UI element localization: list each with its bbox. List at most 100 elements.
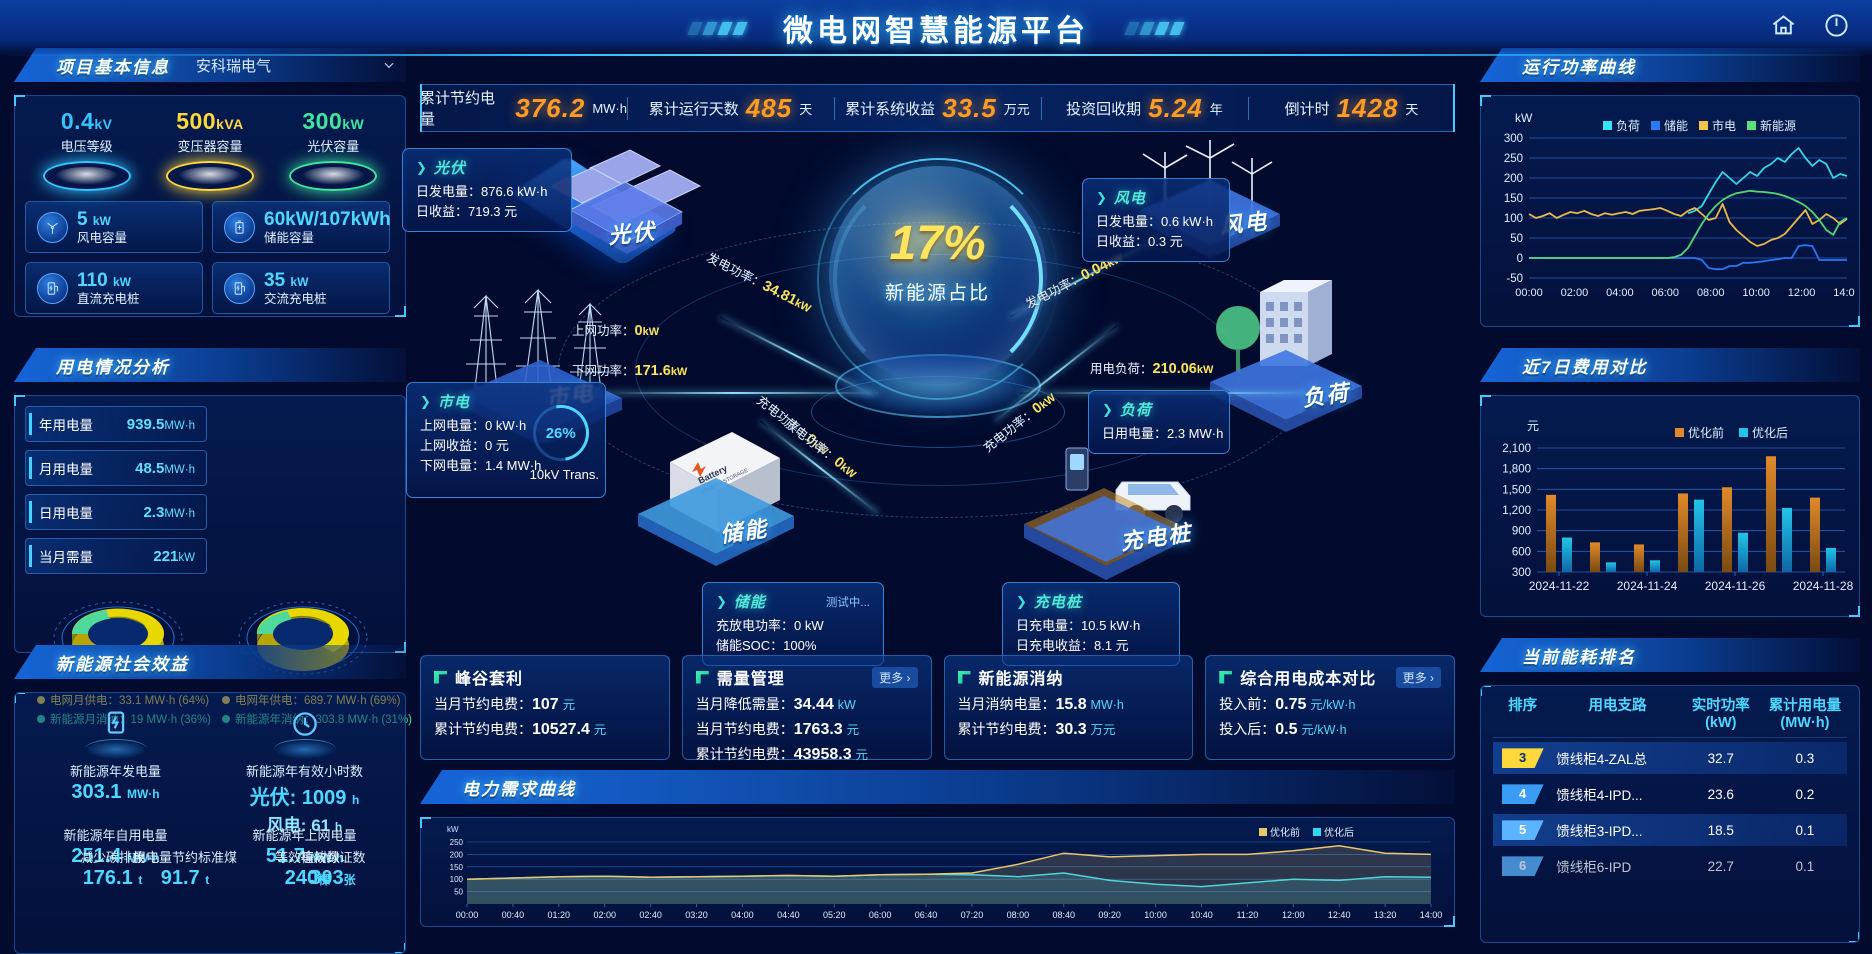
infocard-charger[interactable]: ❯ 充电桩 日充电量：10.5 kW·h 日充电收益：8.1 元	[1002, 582, 1180, 666]
unit: t	[205, 873, 210, 887]
table-row[interactable]: 6 馈线柜6-IPD 22.7 0.1	[1493, 850, 1847, 882]
transformer-label: 10kV Trans.	[529, 467, 599, 482]
value: 30.3	[1055, 721, 1087, 738]
node-storage[interactable]: Battery ENERGY STORAGE 储能	[620, 410, 810, 575]
table-row[interactable]: 5 馈线柜3-IPD... 18.5 0.1	[1493, 814, 1847, 847]
infocard-wind[interactable]: ❯ 风电 日发电量：0.6 kW·h 日收益：0.3 元	[1082, 178, 1230, 262]
kpi-running-days: 累计运行天数 485 天	[627, 93, 834, 124]
status-badge: 测试中...	[825, 596, 870, 609]
svg-text:05:20: 05:20	[823, 910, 846, 920]
more-button[interactable]: 更多 ›	[872, 666, 918, 688]
svg-text:50: 50	[1510, 233, 1523, 245]
mini-card-demand-mgmt[interactable]: 需量管理 更多 › 当月降低需量：34.44 kW 当月节约电费：1763.3 元…	[681, 655, 932, 763]
panel-cost-comparison: 近7日费用对比 元 300 600 900 1,200 1,500 1,800 2,100 20…	[1480, 348, 1860, 617]
label: 累计节约电费：	[695, 746, 794, 762]
value: 240	[284, 867, 319, 889]
disc-graphic	[42, 161, 131, 191]
capacity-card-wind[interactable]: 5 kW 风电容量	[25, 201, 203, 253]
mini-card-peak-valley[interactable]: 峰谷套利 当月节约电费：107 元 累计节约电费：10527.4 元	[420, 655, 670, 760]
node-label: 光伏	[606, 218, 658, 249]
kpi-bar: 累计节约电量 376.2 MW·h 累计运行天数 485 天 累计系统收益 33.5 万元 …	[420, 84, 1455, 132]
company-name: 安科瑞电气	[196, 57, 272, 75]
label: 累计节约电费：	[434, 721, 532, 737]
svg-text:02:00: 02:00	[593, 910, 616, 920]
unit: 棵	[318, 873, 331, 887]
arrow-icon: ❯	[1016, 593, 1027, 609]
value: 10527.4	[532, 721, 590, 738]
center-hub: 17% 新能源占比	[810, 158, 1065, 448]
more-button[interactable]: 更多 ›	[1395, 666, 1441, 688]
usage-metric-month: 月用电量 48.5MW·h	[25, 450, 207, 486]
card-title: 需量管理	[716, 671, 785, 688]
flag-icon	[434, 671, 447, 684]
panel-header: 当前能耗排名	[1480, 638, 1860, 672]
svg-text:200: 200	[1504, 173, 1523, 185]
table-row[interactable]: 3 馈线柜4-ZAL总 32.7 0.3	[1493, 742, 1847, 775]
infocard-load[interactable]: ❯ 负荷 日用电量：2.3 MW·h	[1088, 390, 1230, 454]
mini-card-cost-comparison[interactable]: 综合用电成本对比 更多 › 投入前：0.75 元/kW·h 投入后：0.5 元/k…	[1205, 655, 1455, 760]
flow-label-draw-power: 下网功率：171.6kW	[572, 363, 688, 379]
chevron-down-icon[interactable]	[382, 58, 396, 72]
infocard-pv[interactable]: ❯ 光伏 日发电量：876.6 kW·h 日收益：719.3 元	[402, 148, 572, 232]
realtime-power: 32.7	[1707, 750, 1734, 766]
svg-text:08:00: 08:00	[1007, 910, 1030, 920]
unit: 元	[562, 698, 576, 712]
social-item-feedin: 新能源年上网电量 51.7 MW·h	[210, 821, 399, 901]
panel-demand-curve: 电力需求曲线 kW 50 100 150 200 250 00:00 00:40 01:20 02…	[420, 770, 1455, 927]
svg-text:1,800: 1,800	[1502, 464, 1531, 476]
svg-text:11:20: 11:20	[1236, 910, 1258, 920]
infocard-grid[interactable]: ❯ 市电 上网电量：0 kW·h 上网收益：0 元 下网电量：1.4 MW·h 2…	[406, 382, 606, 498]
arrow-icon: ❯	[1096, 189, 1107, 205]
capacity-card-dc-charger[interactable]: 110 kW 直流充电桩	[25, 262, 203, 314]
unit: MW·h	[310, 851, 344, 865]
charger-icon	[37, 272, 68, 304]
svg-text:04:00: 04:00	[731, 910, 754, 920]
card-line: 储能SOC：100%	[716, 637, 817, 653]
label: 等效绿证数	[300, 850, 366, 865]
unit: 元/kW·h	[1301, 723, 1347, 737]
label: 当月消纳电量：	[957, 696, 1056, 712]
column-header: 用电支路	[1588, 698, 1647, 714]
svg-text:08:40: 08:40	[1052, 910, 1075, 920]
value: 0.5	[1275, 721, 1298, 738]
value: 60kW/107kWh	[264, 208, 391, 230]
power-icon[interactable]	[1823, 12, 1850, 39]
mini-card-new-energy-consumption[interactable]: 新能源消纳 当月消纳电量：15.8 MW·h 累计节约电费：30.3 万元	[943, 655, 1194, 760]
card-title: 负荷	[1119, 402, 1152, 419]
node-load[interactable]: 负荷	[1190, 270, 1380, 445]
capacity-card-ac-charger[interactable]: 35 kW 交流充电桩	[212, 262, 390, 314]
panel-title: 近7日费用对比	[1522, 357, 1648, 377]
disc-graphic	[165, 161, 254, 191]
value: 48.5	[135, 459, 165, 477]
header-actions	[1770, 12, 1850, 39]
label: 直流充电桩	[77, 291, 140, 306]
card-line: 日发电量：876.6 kW·h	[416, 184, 548, 199]
flow-label-load-power: 用电负荷：210.06kW	[1090, 361, 1214, 377]
panel-body: kW -50 0 50 100 150 200 250 300 00:00 02:00 04:00 06…	[1480, 95, 1861, 327]
table-row[interactable]: 4 馈线柜4-IPD... 23.6 0.2	[1493, 778, 1847, 810]
svg-text:1,200: 1,200	[1502, 505, 1531, 517]
branch-name: 馈线柜6-IPD	[1556, 860, 1632, 876]
capacity-card-storage[interactable]: 60kW/107kWh 储能容量	[212, 201, 391, 253]
infocard-storage[interactable]: ❯ 储能 测试中... 充放电功率：0 kW 储能SOC：100%	[702, 582, 884, 666]
kpi-saved-energy: 累计节约电量 376.2 MW·h	[420, 90, 627, 128]
capacity-item-voltage: 0.4kV 电压等级	[31, 102, 143, 191]
clock-icon	[273, 703, 336, 759]
home-icon[interactable]	[1770, 12, 1797, 39]
unit: MW·h	[164, 419, 195, 432]
card-title: 充电桩	[1033, 594, 1082, 611]
cumulative-energy: 0.3	[1795, 750, 1815, 766]
panel-title: 电力需求曲线	[462, 779, 576, 799]
svg-text:300: 300	[1512, 567, 1531, 579]
social-grid: 新能源年发电量 303.1 MW·h 新能源年有效小时数 光伏: 1009 h …	[21, 703, 399, 901]
card-line: 上网电量：0 kW·h	[420, 418, 527, 433]
label: 新能源年发电量	[69, 764, 161, 779]
rank-badge: 3	[1501, 748, 1544, 769]
svg-text:14:00: 14:00	[1420, 910, 1443, 920]
usage-metric-grid: 年用电量 939.5MW·h 月用电量 48.5MW·h 日用电量 2.3MW·h 当…	[25, 406, 395, 574]
node-charger[interactable]: 充电桩	[1000, 420, 1210, 590]
svg-text:50: 50	[454, 888, 463, 897]
panel-header: 用电情况分析	[14, 348, 406, 382]
svg-text:06:00: 06:00	[1652, 287, 1680, 299]
card-title: 新能源消纳	[978, 671, 1064, 688]
